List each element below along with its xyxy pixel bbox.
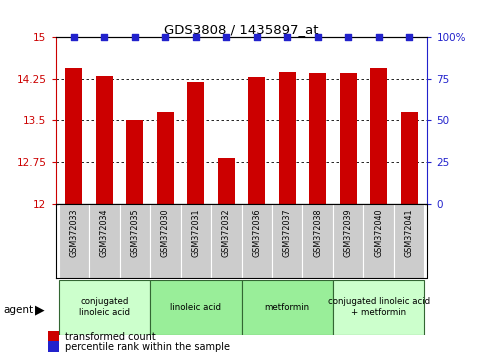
Bar [242,204,272,278]
Bar [242,280,333,335]
Bar [89,204,120,278]
Point [131,34,139,40]
Bar [302,204,333,278]
Text: GSM372035: GSM372035 [130,209,139,257]
Bar [370,68,387,204]
Text: conjugated linoleic acid
+ metformin: conjugated linoleic acid + metformin [327,297,430,317]
Bar [363,204,394,278]
Point [192,34,199,40]
Bar [181,204,211,278]
Text: GSM372037: GSM372037 [283,209,292,257]
Text: transformed count: transformed count [65,332,156,342]
Text: GSM372030: GSM372030 [161,209,170,257]
Bar [272,204,302,278]
Title: GDS3808 / 1435897_at: GDS3808 / 1435897_at [164,23,319,36]
Text: GSM372040: GSM372040 [374,209,383,257]
Bar [309,73,326,204]
Bar [401,112,417,204]
Text: GSM372034: GSM372034 [100,209,109,257]
Text: GSM372041: GSM372041 [405,209,413,257]
Text: GSM372039: GSM372039 [344,209,353,257]
Text: GSM372038: GSM372038 [313,209,322,257]
Bar [218,158,235,204]
Text: GSM372031: GSM372031 [191,209,200,257]
Point [70,34,78,40]
Point [100,34,108,40]
Point [253,34,261,40]
Bar [66,68,82,204]
Point [375,34,383,40]
Text: conjugated
linoleic acid: conjugated linoleic acid [79,297,130,317]
Bar [150,280,242,335]
Bar [58,280,150,335]
Bar [333,204,363,278]
Text: GSM372032: GSM372032 [222,209,231,257]
Text: GSM372036: GSM372036 [252,209,261,257]
Bar [157,112,174,204]
Point [344,34,352,40]
Text: GSM372033: GSM372033 [70,209,78,257]
Point [405,34,413,40]
Text: agent: agent [4,305,34,315]
Bar [96,76,113,204]
Bar [394,204,425,278]
Bar [279,72,296,204]
Bar [248,77,265,204]
Text: linoleic acid: linoleic acid [170,303,221,312]
Point [222,34,230,40]
Bar [187,81,204,204]
Bar [120,204,150,278]
Bar [333,280,425,335]
Bar [211,204,242,278]
Bar [58,204,89,278]
Bar [340,73,356,204]
Text: ▶: ▶ [35,303,44,316]
Bar [150,204,181,278]
Point [284,34,291,40]
Point [161,34,169,40]
Point [314,34,322,40]
Text: metformin: metformin [265,303,310,312]
Text: percentile rank within the sample: percentile rank within the sample [65,342,230,352]
Bar [127,120,143,204]
